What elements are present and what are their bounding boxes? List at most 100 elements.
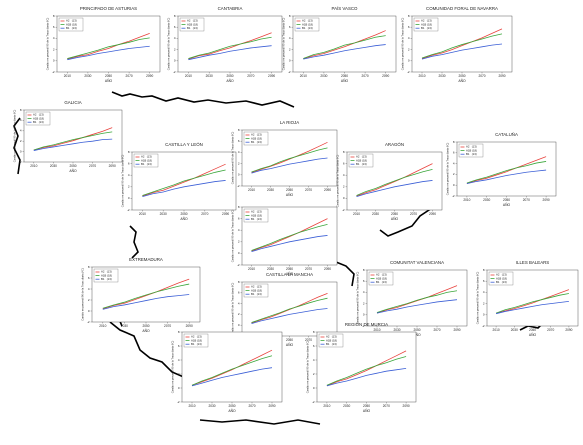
region-chart: ILLES BALEARS -2 0 2 4 6 8 2010 2030 2050 2070 2090… bbox=[476, 260, 579, 337]
y-tick-label: 4 bbox=[178, 358, 180, 362]
chart-title: CASTILLA LA MANCHA bbox=[266, 272, 313, 277]
legend-box bbox=[243, 131, 269, 146]
y-tick-label: 0 bbox=[363, 313, 365, 317]
y-axis-label: Cambio en percentil 90 de la Tmax diaria… bbox=[231, 283, 235, 336]
legend-box bbox=[368, 271, 394, 286]
y-tick-label: 4 bbox=[128, 173, 130, 177]
y-axis-label: Cambio en percentil 90 de la Tmax diaria… bbox=[46, 18, 50, 71]
x-tick-label: 2090 bbox=[403, 404, 410, 408]
legend-box bbox=[133, 153, 159, 168]
y-tick-label: 8 bbox=[178, 330, 180, 334]
chart-title: EXTREMADURA bbox=[129, 257, 163, 262]
y-tick-label: 2 bbox=[238, 240, 240, 244]
y-tick-label: 8 bbox=[128, 150, 130, 154]
legend-label: A2 (13) bbox=[141, 155, 152, 159]
region-chart: LA RIOJA -2 0 2 4 6 8 2010 2030 2050 2070 2090 AÑO Ca… bbox=[231, 120, 338, 197]
y-tick-label: 2 bbox=[88, 298, 90, 302]
series-line bbox=[356, 180, 433, 198]
y-tick-label: -2 bbox=[482, 324, 485, 328]
legend-label: A2 (13) bbox=[187, 19, 198, 23]
legend-label: B1 (13) bbox=[251, 292, 262, 296]
legend-box bbox=[179, 17, 205, 32]
legend-label: B1 (13) bbox=[376, 280, 387, 284]
series-line bbox=[33, 131, 113, 151]
legend: A2 (13)A1B (18)B1 (13) bbox=[318, 333, 344, 348]
y-tick-label: -2 bbox=[312, 400, 315, 404]
chart-title: ARAGÓN bbox=[385, 142, 404, 147]
x-tick-label: 2050 bbox=[413, 328, 420, 332]
y-tick-label: 4 bbox=[88, 287, 90, 291]
x-tick-label: 2030 bbox=[438, 74, 445, 78]
y-tick-label: -2 bbox=[452, 194, 455, 198]
legend-label: A1B (18) bbox=[101, 273, 112, 277]
y-tick-label: 2 bbox=[238, 161, 240, 165]
series-line bbox=[376, 290, 458, 313]
y-tick-label: 0 bbox=[313, 386, 315, 390]
series-line bbox=[251, 218, 328, 252]
x-tick-label: 2090 bbox=[222, 212, 229, 216]
x-tick-label: 2030 bbox=[511, 328, 518, 332]
y-tick-label: 4 bbox=[343, 173, 345, 177]
x-tick-label: 2050 bbox=[226, 74, 233, 78]
y-tick-label: 2 bbox=[408, 47, 410, 51]
y-tick-label: 0 bbox=[238, 251, 240, 255]
x-tick-label: 2070 bbox=[523, 198, 530, 202]
y-axis-label: Cambio en percentil 90 de la Tmax diaria… bbox=[13, 110, 17, 163]
legend-label: A1B (18) bbox=[251, 213, 262, 217]
y-tick-label: 2 bbox=[289, 47, 291, 51]
y-axis-label: Cambio en percentil 90 de la Tmax diaria… bbox=[171, 341, 175, 394]
y-axis-label: Cambio en percentil 90 de la Tmax diaria… bbox=[446, 143, 450, 196]
chart-title: CASTILLA Y LEÓN bbox=[165, 142, 203, 147]
x-axis-label: AÑO bbox=[286, 342, 294, 347]
series-line bbox=[191, 355, 273, 386]
y-tick-label: 2 bbox=[483, 301, 485, 305]
chart-title: PRINCIPADO DE ASTURIAS bbox=[80, 6, 137, 11]
series-line bbox=[191, 349, 273, 386]
x-tick-label: 2010 bbox=[185, 74, 192, 78]
series-line bbox=[251, 147, 328, 173]
chart-title: REGIÓN DE MURCIA bbox=[345, 322, 388, 327]
y-tick-label: 0 bbox=[343, 196, 345, 200]
series-line bbox=[251, 292, 328, 324]
x-tick-label: 2010 bbox=[30, 164, 37, 168]
series-line bbox=[251, 141, 328, 173]
chart-title: COMUNITAT VALENCIANA bbox=[390, 260, 444, 265]
series-line bbox=[326, 350, 407, 387]
y-tick-label: 8 bbox=[408, 14, 410, 18]
series-line bbox=[102, 283, 190, 309]
x-tick-label: 2090 bbox=[429, 212, 436, 216]
y-tick-label: 0 bbox=[178, 386, 180, 390]
legend-label: B1 (13) bbox=[141, 162, 152, 166]
x-tick-label: 2010 bbox=[139, 212, 146, 216]
x-tick-label: 2030 bbox=[208, 404, 215, 408]
y-axis-label: Cambio en percentil 90 de la Tmax diaria… bbox=[121, 155, 125, 208]
y-tick-label: 2 bbox=[238, 312, 240, 316]
x-tick-label: 2090 bbox=[109, 164, 116, 168]
chart-title: CANTABRIA bbox=[218, 6, 243, 11]
x-tick-label: 2050 bbox=[363, 404, 370, 408]
series-line bbox=[102, 278, 190, 310]
legend-label: A2 (13) bbox=[66, 19, 77, 23]
legend-label: A2 (13) bbox=[191, 335, 202, 339]
y-tick-label: 8 bbox=[343, 150, 345, 154]
y-tick-label: -2 bbox=[342, 208, 345, 212]
y-tick-label: 0 bbox=[53, 59, 55, 63]
region-chart: COMUNITAT VALENCIANA -2 0 2 4 6 8 2010 2030 2050 2… bbox=[356, 260, 468, 337]
legend-label: A1B (18) bbox=[251, 288, 262, 292]
x-axis-label: AÑO bbox=[180, 216, 188, 221]
series-line bbox=[326, 356, 407, 386]
series-line bbox=[67, 32, 150, 60]
legend: A2 (13)A1B (18)B1 (13) bbox=[243, 131, 269, 146]
region-chart: CANTABRIA -2 0 2 4 6 8 2010 2030 2050 2070 2090 AÑO C… bbox=[167, 6, 283, 83]
x-tick-label: 2050 bbox=[180, 212, 187, 216]
legend-label: A2 (13) bbox=[251, 133, 262, 137]
region-chart: CATALUÑA -2 0 2 4 6 8 2010 2030 2050 2070 2090 AÑO Ca… bbox=[446, 132, 557, 207]
x-tick-label: 2050 bbox=[286, 188, 293, 192]
legend: A2 (13)A1B (18)B1 (13) bbox=[243, 283, 269, 298]
series-line bbox=[188, 45, 272, 61]
legend-label: A2 (13) bbox=[356, 155, 367, 159]
legend-label: B1 (13) bbox=[66, 26, 77, 30]
x-axis-label: AÑO bbox=[529, 332, 537, 337]
series-line bbox=[67, 37, 150, 59]
